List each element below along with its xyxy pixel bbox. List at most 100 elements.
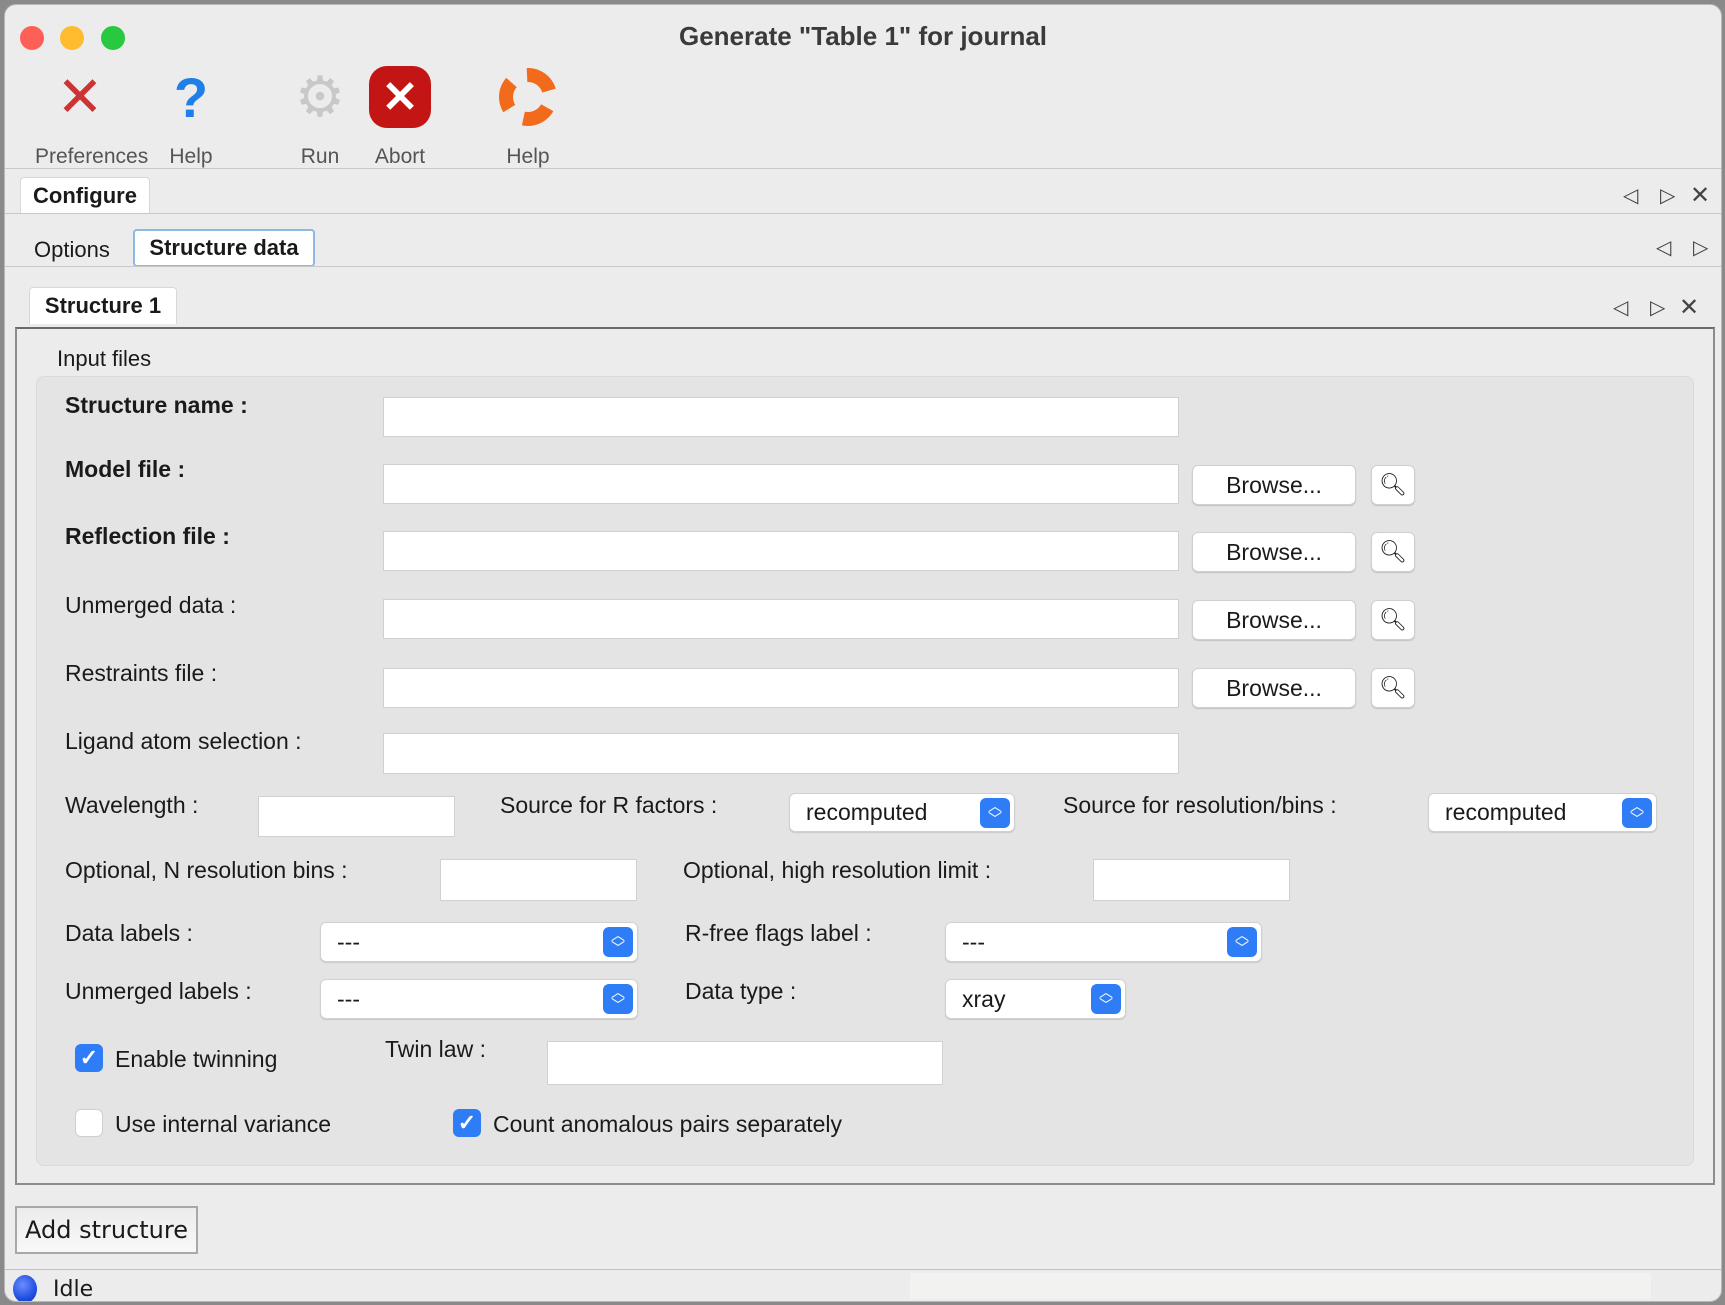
data-type-select[interactable]: xray ︿ ﹀ [945,979,1126,1019]
unmerged-labels-value: --- [337,985,360,1012]
model-file-input[interactable] [383,464,1179,504]
source-r-label: Source for R factors : [500,792,718,818]
model-file-label: Model file : [65,456,186,482]
search-reflection-button[interactable]: 🔍︎ [1371,532,1415,572]
source-r-select[interactable]: recomputed ︿ ﹀ [789,793,1015,832]
enable-twinning-label: Enable twinning [115,1046,278,1072]
chevron-updown-icon: ︿ ﹀ [980,797,1010,828]
minimize-window-button[interactable] [60,26,84,50]
window-title: Generate "Table 1" for journal [678,21,1048,51]
app-window: Generate "Table 1" for journal ✕ Prefere… [4,4,1722,1302]
status-text: Idle [53,1277,94,1302]
chevron-updown-icon: ︿ ﹀ [603,927,633,957]
add-structure-button[interactable]: Add structure [15,1206,198,1254]
rfree-label: R-free flags label : [685,920,872,946]
magnifier-icon: 🔍︎ [1379,472,1407,497]
internal-variance-label: Use internal variance [115,1111,332,1137]
scroll-left-icon[interactable]: ◁ [1656,237,1672,259]
anomalous-label: Count anomalous pairs separately [493,1111,843,1137]
chevron-updown-icon: ︿ ﹀ [603,984,633,1014]
source-r-value: recomputed [806,799,928,825]
unmerged-labels-label: Unmerged labels : [65,978,252,1004]
close-tab-icon[interactable]: ✕ [1690,182,1711,209]
browse-unmerged-button[interactable]: Browse... [1192,600,1356,640]
toolbar-help-2[interactable]: Help [483,61,573,169]
lifebuoy-icon [483,61,573,133]
ligand-selection-input[interactable] [383,733,1179,774]
chevron-updown-icon: ︿ ﹀ [1091,984,1121,1014]
scroll-right-icon[interactable]: ▷ [1693,237,1709,259]
reflection-file-input[interactable] [383,531,1179,571]
enable-twinning-checkbox[interactable]: ✓ [75,1044,103,1072]
zoom-window-button[interactable] [101,26,125,50]
checkmark-icon: ✓ [457,1110,477,1135]
high-res-label: Optional, high resolution limit : [683,857,992,883]
unmerged-data-input[interactable] [383,599,1179,639]
ligand-selection-label: Ligand atom selection : [65,728,302,754]
magnifier-icon: 🔍︎ [1379,675,1407,700]
scroll-left-icon[interactable]: ◁ [1613,297,1629,319]
chevron-updown-icon: ︿ ﹀ [1622,797,1652,828]
tab-configure[interactable]: Configure [20,177,150,213]
restraints-file-input[interactable] [383,668,1179,708]
toolbar-label: Preferences [35,145,149,168]
scroll-right-icon[interactable]: ▷ [1660,185,1676,207]
toolbar-abort[interactable]: ✕ Abort [355,61,445,169]
toolbar-label: Abort [374,145,426,168]
data-labels-select[interactable]: --- ︿ ﹀ [320,922,638,962]
data-labels-label: Data labels : [65,920,193,946]
scroll-left-icon[interactable]: ◁ [1623,185,1639,207]
n-bins-label: Optional, N resolution bins : [65,857,348,883]
status-progress-field [910,1273,1651,1299]
data-labels-value: --- [337,928,360,955]
high-res-input[interactable] [1093,859,1290,901]
rfree-value: --- [962,928,985,955]
unmerged-data-label: Unmerged data : [65,592,237,618]
browse-restraints-button[interactable]: Browse... [1192,668,1356,708]
tab-structure-1[interactable]: Structure 1 [29,287,177,324]
status-indicator-icon [13,1275,37,1301]
structure-name-input[interactable] [383,397,1179,437]
close-tab-icon[interactable]: ✕ [1679,294,1700,321]
source-res-select[interactable]: recomputed ︿ ﹀ [1428,793,1657,832]
internal-variance-checkbox[interactable] [75,1109,103,1137]
data-type-value: xray [962,985,1006,1012]
stop-icon: ✕ [355,61,445,133]
toolbar-label: Run [300,145,340,168]
toolbar-label: Help [506,145,550,168]
rfree-select[interactable]: --- ︿ ﹀ [945,922,1262,962]
tools-icon: ✕ [56,65,104,128]
close-window-button[interactable] [20,26,44,50]
structure-name-label: Structure name : [65,392,248,418]
wavelength-label: Wavelength : [65,792,199,818]
structure-panel [15,327,1715,1185]
tab-structure-data[interactable]: Structure data [133,229,315,267]
question-icon: ? [173,65,209,129]
toolbar-label: Help [169,145,213,168]
browse-model-button[interactable]: Browse... [1192,465,1356,505]
search-unmerged-button[interactable]: 🔍︎ [1371,600,1415,640]
checkmark-icon: ✓ [79,1045,99,1070]
magnifier-icon: 🔍︎ [1379,607,1407,632]
chevron-updown-icon: ︿ ﹀ [1227,927,1257,957]
source-res-label: Source for resolution/bins : [1063,792,1337,818]
search-restraints-button[interactable]: 🔍︎ [1371,668,1415,708]
source-res-value: recomputed [1445,799,1567,825]
scroll-right-icon[interactable]: ▷ [1650,297,1666,319]
toolbar-run[interactable]: ⚙ Run [275,61,365,169]
wavelength-input[interactable] [258,796,455,837]
toolbar-preferences[interactable]: ✕ Preferences [35,61,149,169]
tab-options[interactable]: Options [34,237,110,262]
twin-law-input[interactable] [547,1041,943,1085]
toolbar-help[interactable]: ? Help [146,61,236,169]
anomalous-checkbox[interactable]: ✓ [453,1109,481,1137]
n-bins-input[interactable] [440,859,637,901]
browse-reflection-button[interactable]: Browse... [1192,532,1356,572]
magnifier-icon: 🔍︎ [1379,539,1407,564]
twin-law-label: Twin law : [385,1036,486,1062]
gear-icon: ⚙ [294,65,346,128]
restraints-file-label: Restraints file : [65,660,218,686]
search-model-button[interactable]: 🔍︎ [1371,465,1415,505]
data-type-label: Data type : [685,978,797,1004]
unmerged-labels-select[interactable]: --- ︿ ﹀ [320,979,638,1019]
